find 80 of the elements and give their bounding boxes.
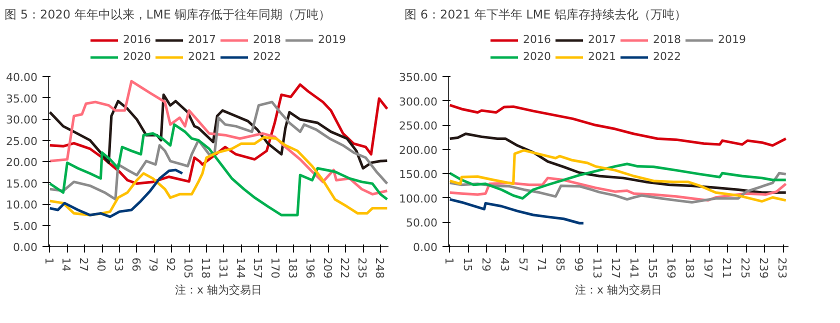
y-tick-label: 350.00 bbox=[399, 71, 438, 84]
legend-label: 2019 bbox=[718, 33, 746, 46]
x-tick-label: 40 bbox=[94, 258, 108, 272]
x-tick-label: 183 bbox=[286, 258, 299, 278]
legend-label: 2022 bbox=[653, 50, 681, 63]
x-tick-label: 155 bbox=[646, 258, 660, 278]
y-tick-label: 300.00 bbox=[399, 95, 438, 108]
x-tick-label: 222 bbox=[338, 258, 352, 278]
x-tick-label: 235 bbox=[356, 258, 369, 278]
x-tick-label: 196 bbox=[303, 258, 316, 278]
x-tick-label: 183 bbox=[683, 258, 696, 278]
text: 注：x 轴为交易日 bbox=[574, 283, 662, 296]
y-tick-label: 20.00 bbox=[6, 156, 38, 169]
x-tick-label: 29 bbox=[479, 258, 492, 272]
y-tick-label: 50.00 bbox=[406, 216, 438, 230]
line-series bbox=[448, 198, 585, 224]
x-tick-label: 14 bbox=[60, 258, 73, 272]
x-tick-label: 239 bbox=[757, 258, 770, 278]
legend-label: 2018 bbox=[653, 33, 681, 46]
y-tick-label: 15.00 bbox=[6, 177, 38, 190]
y-tick-label: 25.00 bbox=[6, 134, 38, 148]
x-tick-label: 57 bbox=[516, 258, 530, 272]
x-tick-label: 99 bbox=[572, 258, 585, 272]
legend-label: 2020 bbox=[123, 50, 151, 63]
y-tick-label: 40.00 bbox=[6, 71, 38, 84]
x-tick-label: 170 bbox=[268, 258, 282, 278]
x-tick-label: 113 bbox=[590, 258, 604, 278]
x-tick-label: 118 bbox=[198, 258, 212, 278]
x-tick-label: 15 bbox=[460, 258, 474, 272]
chart-title: 图 6：2021 年下半年 LME 铝库存持续去化（万吨） bbox=[404, 8, 687, 22]
legend-label: 2019 bbox=[318, 33, 346, 46]
legend-label: 2021 bbox=[188, 50, 216, 63]
x-tick-label: 197 bbox=[702, 258, 715, 278]
x-tick-label: 105 bbox=[182, 258, 195, 278]
x-tick-label: 211 bbox=[720, 258, 734, 278]
x-tick-label: 127 bbox=[609, 258, 622, 278]
y-tick-label: 100.00 bbox=[399, 192, 438, 206]
y-tick-label: 200.00 bbox=[399, 144, 438, 157]
line-series bbox=[448, 104, 788, 147]
legend-label: 2020 bbox=[523, 50, 551, 63]
x-tick-label: 253 bbox=[776, 258, 789, 278]
x-tick-label: 27 bbox=[77, 258, 90, 272]
legend-label: 2021 bbox=[588, 50, 616, 63]
x-tick-label: 71 bbox=[534, 258, 548, 272]
x-tick-label: 141 bbox=[628, 258, 641, 278]
x-tick-label: 144 bbox=[234, 258, 247, 278]
x-tick-label: 157 bbox=[251, 258, 264, 278]
x-tick-label: 53 bbox=[112, 258, 125, 272]
line-series bbox=[448, 149, 788, 203]
legend-label: 2016 bbox=[123, 33, 151, 46]
chart-title: 图 5：2020 年年中以来，LME 铜库存低于往年同期（万吨） bbox=[4, 8, 331, 22]
legend-label: 2017 bbox=[188, 33, 216, 46]
x-tick-label: 209 bbox=[320, 258, 334, 278]
text: 注：x 轴为交易日 bbox=[174, 283, 262, 296]
line-series bbox=[48, 168, 184, 218]
x-tick-label: 248 bbox=[372, 258, 386, 278]
y-tick-label: 10.00 bbox=[6, 198, 38, 212]
x-tick-label: 131 bbox=[216, 258, 230, 278]
y-tick-label: 150.00 bbox=[399, 168, 438, 182]
legend-label: 2017 bbox=[588, 33, 616, 46]
y-tick-label: 30.00 bbox=[6, 114, 38, 126]
x-tick-label: 79 bbox=[146, 258, 160, 272]
x-tick-label: 1 bbox=[42, 258, 56, 264]
y-tick-label: 5.00 bbox=[13, 220, 38, 233]
x-tick-label: 92 bbox=[164, 258, 178, 272]
legend-label: 2016 bbox=[523, 33, 551, 46]
x-tick-label: 43 bbox=[498, 258, 511, 272]
y-tick-label: 0.00 bbox=[13, 241, 38, 254]
x-tick-label: 1 bbox=[442, 258, 456, 264]
legend-label: 2018 bbox=[253, 33, 281, 46]
line-series bbox=[48, 100, 388, 201]
legend-label: 2022 bbox=[253, 50, 281, 63]
y-tick-label: 250.00 bbox=[399, 120, 438, 133]
x-tick-label: 85 bbox=[553, 258, 566, 272]
x-tick-label: 169 bbox=[664, 258, 678, 278]
x-tick-label: 225 bbox=[738, 258, 752, 278]
y-tick-label: 35.00 bbox=[6, 92, 38, 106]
x-tick-label: 66 bbox=[129, 258, 142, 272]
y-tick-label: 0.00 bbox=[413, 241, 438, 254]
line-series bbox=[448, 162, 788, 200]
